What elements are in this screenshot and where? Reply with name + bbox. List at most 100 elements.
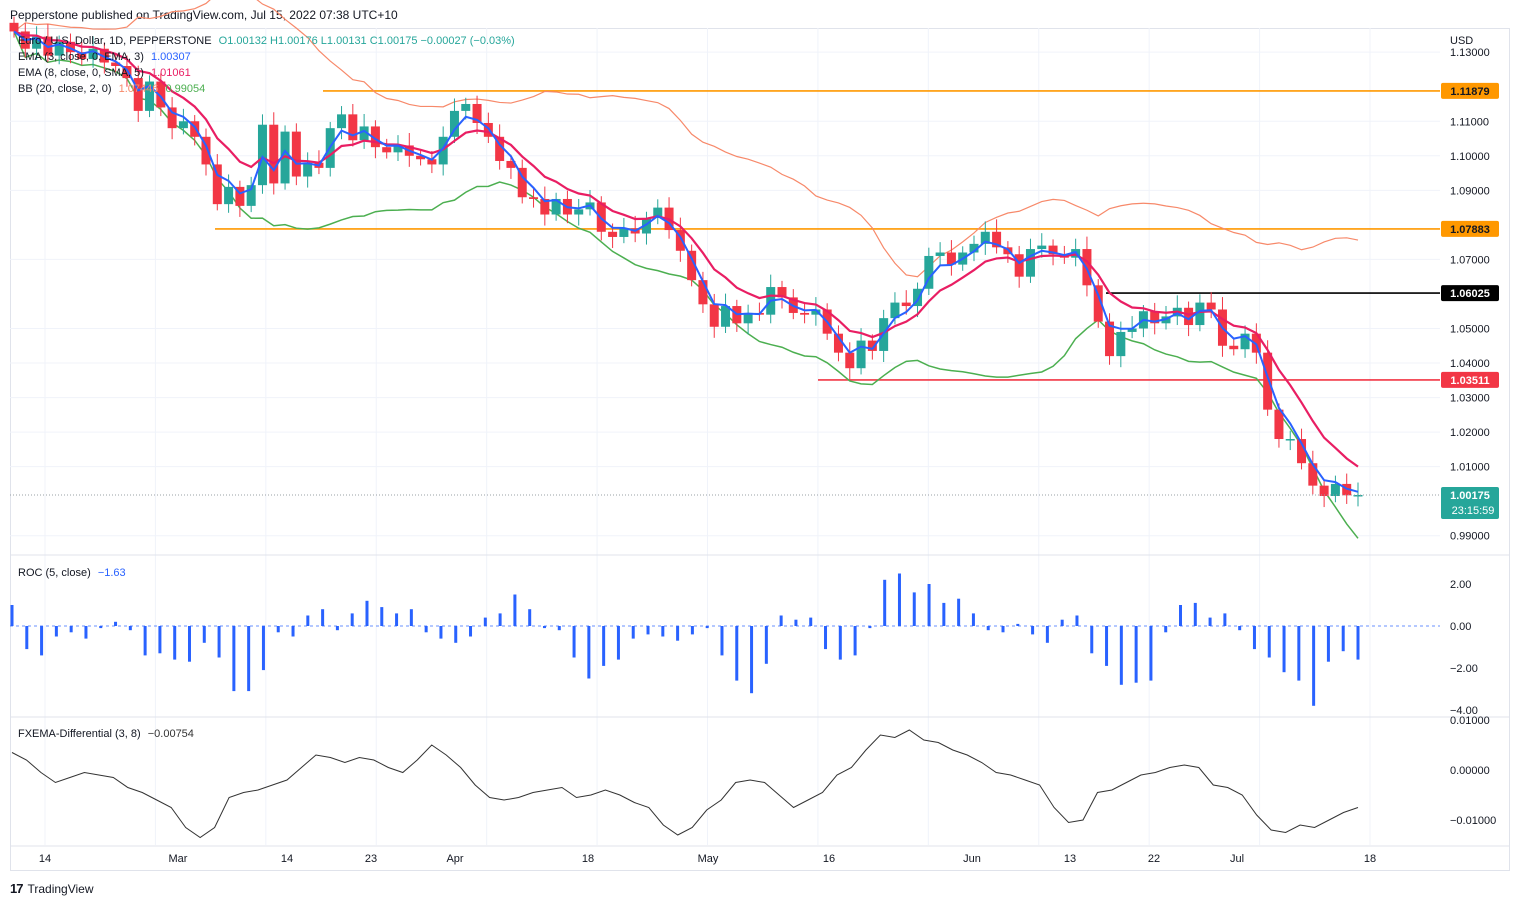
price-tick: 1.10000 xyxy=(1450,151,1490,163)
candle-body xyxy=(88,48,98,60)
candle-body xyxy=(348,114,358,141)
candle-body xyxy=(1014,254,1024,277)
candle-body xyxy=(709,304,719,327)
fxema-tick: −0.01000 xyxy=(1450,815,1496,827)
candle-body xyxy=(246,185,256,206)
candle-body xyxy=(698,280,708,305)
bb-legend[interactable]: BB (20, close, 2, 0) 1.07446 0.99054 xyxy=(18,81,519,97)
roc-bar xyxy=(897,573,901,626)
roc-bar xyxy=(158,626,162,654)
candle-body xyxy=(370,126,380,148)
horizontal-levels[interactable] xyxy=(215,90,1440,381)
price-tick: 1.05000 xyxy=(1450,323,1490,335)
candle-body xyxy=(969,243,979,253)
roc-bar xyxy=(1179,605,1183,626)
ema8-legend[interactable]: EMA (8, close, 0, SMA, 5) 1.01061 xyxy=(18,65,519,81)
roc-bar xyxy=(424,626,428,633)
roc-bar xyxy=(1149,626,1153,681)
candle-body xyxy=(946,252,956,265)
ema8-value: 1.01061 xyxy=(151,67,191,79)
price-tick: 1.01000 xyxy=(1450,462,1490,474)
roc-bar xyxy=(824,626,828,650)
candle-body xyxy=(461,103,471,111)
roc-bar xyxy=(1001,626,1005,633)
price-badge-bg xyxy=(1441,285,1499,302)
candle-body xyxy=(619,228,629,237)
candle-body xyxy=(54,41,64,56)
candle-body xyxy=(449,110,459,137)
candle-body xyxy=(382,147,392,153)
candle-body xyxy=(675,230,685,251)
publisher-header: Pepperstone published on TradingView.com… xyxy=(10,8,398,22)
candle-body xyxy=(833,333,843,353)
roc-bar xyxy=(54,626,58,637)
price-tick: 1.07000 xyxy=(1450,254,1490,266)
price-tick: 0.99000 xyxy=(1450,531,1490,543)
candle-body xyxy=(1353,494,1363,497)
roc-bar xyxy=(986,626,990,631)
tradingview-brand[interactable]: 17 TradingView xyxy=(10,881,94,896)
candle-body xyxy=(178,121,188,129)
roc-bar xyxy=(1045,626,1049,643)
candle-body xyxy=(145,81,155,111)
roc-bar xyxy=(927,584,931,626)
roc-bar xyxy=(187,626,191,662)
candle-body xyxy=(133,78,143,111)
roc-bar xyxy=(1075,615,1079,626)
roc-bar xyxy=(957,598,961,626)
time-axis[interactable]: 14 Mar 14 23 Apr 18 May 16 Jun 13 22 Jul 18 xyxy=(39,853,1376,865)
roc-bar xyxy=(750,626,754,694)
time-label: 18 xyxy=(582,853,594,865)
chart-frame[interactable] xyxy=(10,28,1510,871)
candle-body xyxy=(1206,302,1216,310)
candle-body xyxy=(811,309,821,315)
last-price-badge: 1.00175 23:15:59 xyxy=(1441,486,1499,519)
roc-bar xyxy=(1208,617,1212,626)
candle-body xyxy=(924,255,934,289)
candle-body xyxy=(257,124,267,186)
bb-label: BB (20, close, 2, 0) xyxy=(18,83,112,95)
roc-bar xyxy=(40,626,44,656)
roc-bar xyxy=(971,613,975,626)
roc-bar xyxy=(1252,626,1256,650)
candle-body xyxy=(608,231,618,237)
price-tick: 1.11000 xyxy=(1450,116,1489,128)
roc-bar xyxy=(1356,626,1360,660)
roc-bar xyxy=(764,626,768,664)
roc-tick: 2.00 xyxy=(1450,579,1471,591)
candle-body xyxy=(529,197,539,199)
bb-lower-band xyxy=(13,31,1359,539)
roc-bar xyxy=(1341,626,1345,652)
candle-body xyxy=(167,107,177,129)
roc-bar xyxy=(1134,626,1138,683)
pane-separators xyxy=(10,554,1510,847)
candle-body xyxy=(156,81,166,108)
candle-body xyxy=(1285,439,1295,441)
roc-legend[interactable]: ROC (5, close) −1.63 xyxy=(18,565,130,581)
time-label: 23 xyxy=(365,853,377,865)
roc-bar xyxy=(735,626,739,681)
bb-upper-value: 1.07446 xyxy=(118,83,159,95)
ema3-value: 1.00307 xyxy=(151,51,191,63)
candle-body xyxy=(224,186,234,205)
candle-body xyxy=(359,126,369,141)
symbol-name[interactable]: Euro / U.S. Dollar, 1D, PEPPERSTONE xyxy=(18,35,212,47)
candle-body xyxy=(1093,285,1103,322)
level-1-06025-badge: 1.06025 xyxy=(1441,285,1499,302)
fxema-legend[interactable]: FXEMA-Differential (3, 8) −0.00754 xyxy=(18,726,198,742)
roc-bar xyxy=(1164,626,1168,633)
time-label: Jul xyxy=(1230,853,1244,865)
symbol-line: Euro / U.S. Dollar, 1D, PEPPERSTONE O1.0… xyxy=(18,33,519,49)
roc-label: ROC (5, close) xyxy=(18,567,91,579)
candle-body xyxy=(517,167,527,198)
roc-bar xyxy=(1193,602,1197,626)
ema3-legend[interactable]: EMA (3, close, 0, EMA, 3) 1.00307 xyxy=(18,49,519,65)
candle-body xyxy=(1025,249,1035,277)
ohlc-values: O1.00132 H1.00176 L1.00131 C1.00175 −0.0… xyxy=(218,35,515,47)
roc-bar xyxy=(690,626,694,635)
roc-bar xyxy=(469,626,473,637)
level-1-07883-badge: 1.07883 xyxy=(1441,220,1499,237)
time-label: May xyxy=(698,853,719,865)
